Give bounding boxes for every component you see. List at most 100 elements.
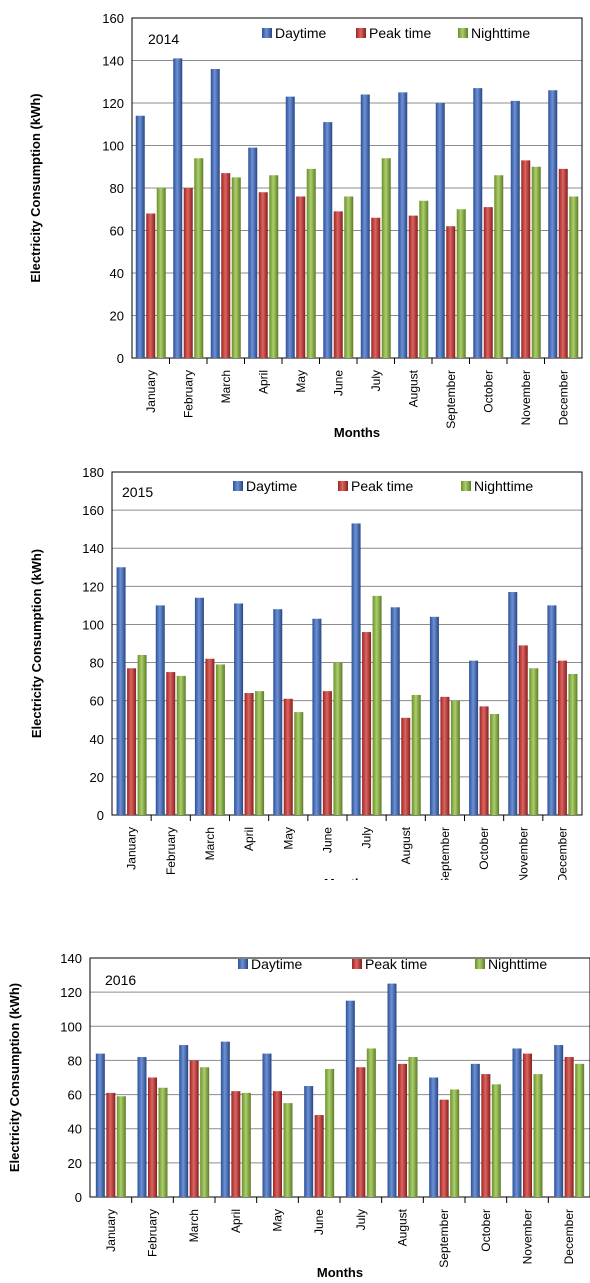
legend-swatch-nighttime bbox=[475, 959, 485, 969]
bar-daytime-august bbox=[398, 92, 408, 358]
x-tick-label: August bbox=[406, 369, 420, 407]
bar-daytime-august bbox=[387, 983, 397, 1197]
bar-daytime-november bbox=[508, 592, 518, 815]
bar-daytime-may bbox=[285, 96, 295, 358]
bar-peak-time-november bbox=[518, 645, 528, 815]
x-tick-label: March bbox=[203, 827, 217, 860]
legend-label-daytime: Daytime bbox=[251, 956, 303, 972]
x-tick-label: October bbox=[479, 1209, 493, 1252]
bar-peak-time-october bbox=[479, 706, 489, 815]
x-tick-label: November bbox=[521, 1209, 535, 1264]
y-tick-label: 0 bbox=[97, 808, 104, 823]
y-tick-label: 140 bbox=[102, 54, 124, 69]
bar-daytime-march bbox=[179, 1045, 189, 1197]
bar-nighttime-may bbox=[283, 1103, 293, 1197]
bar-peak-time-june bbox=[314, 1115, 324, 1197]
bar-nighttime-march bbox=[200, 1067, 210, 1197]
bar-peak-time-february bbox=[166, 672, 176, 815]
bar-nighttime-august bbox=[419, 200, 429, 358]
bar-daytime-january bbox=[95, 1053, 105, 1197]
x-tick-label: November bbox=[516, 827, 530, 880]
bar-nighttime-april bbox=[241, 1092, 251, 1197]
bar-peak-time-august bbox=[401, 717, 411, 815]
chart-2014: 0 20 40 60 80 100 120 140 160 January February Marc… bbox=[28, 11, 583, 440]
bar-peak-time-february bbox=[148, 1077, 157, 1197]
x-tick-label: January bbox=[125, 827, 139, 870]
bar-daytime-may bbox=[262, 1053, 272, 1197]
bar-daytime-april bbox=[220, 1041, 230, 1197]
x-tick-label: May bbox=[271, 1209, 285, 1232]
y-tick-label: 120 bbox=[82, 579, 104, 594]
x-tick-label: August bbox=[396, 1208, 410, 1246]
y-tick-label: 140 bbox=[60, 951, 82, 966]
x-tick-label: December bbox=[562, 1209, 576, 1264]
bar-daytime-october bbox=[470, 1063, 480, 1197]
legend-swatch-peak-time bbox=[356, 28, 366, 38]
bar-nighttime-august bbox=[411, 694, 421, 815]
chart-2015: 0 20 40 60 80 100 120 140 160 180 January February M… bbox=[29, 465, 583, 880]
bar-nighttime-january bbox=[137, 654, 147, 815]
y-tick-label: 80 bbox=[68, 1053, 82, 1068]
x-tick-label: December bbox=[555, 827, 569, 880]
bar-nighttime-july bbox=[381, 158, 391, 358]
bar-daytime-october bbox=[469, 660, 479, 815]
bar-daytime-february bbox=[173, 58, 183, 358]
bar-daytime-november bbox=[512, 1048, 522, 1197]
y-tick-label: 40 bbox=[68, 1122, 82, 1137]
bar-nighttime-october bbox=[491, 1084, 501, 1197]
y-axis-title: Electricity Consumption (kWh) bbox=[7, 983, 22, 1172]
bar-peak-time-november bbox=[523, 1053, 532, 1197]
y-axis-title: Electricity Consumption (kWh) bbox=[28, 93, 43, 282]
y-tick-label: 0 bbox=[117, 351, 124, 366]
legend-label-nighttime: Nighttime bbox=[488, 956, 547, 972]
y-tick-label: 20 bbox=[90, 770, 104, 785]
bar-daytime-march bbox=[210, 69, 220, 358]
bar-nighttime-march bbox=[231, 177, 241, 358]
bar-daytime-april bbox=[248, 147, 258, 358]
x-tick-label: June bbox=[331, 370, 345, 396]
legend-label-nighttime: Nighttime bbox=[474, 478, 533, 494]
bar-nighttime-july bbox=[372, 595, 382, 815]
y-tick-label: 120 bbox=[60, 985, 82, 1000]
bar-nighttime-december bbox=[568, 673, 578, 815]
bar-peak-time-june bbox=[322, 691, 332, 815]
bar-peak-time-january bbox=[106, 1092, 116, 1197]
bar-nighttime-june bbox=[344, 196, 354, 358]
bar-daytime-august bbox=[390, 607, 400, 815]
bar-daytime-april bbox=[234, 603, 244, 815]
bar-daytime-june bbox=[304, 1086, 314, 1197]
y-tick-label: 60 bbox=[110, 224, 124, 239]
bar-nighttime-june bbox=[325, 1068, 335, 1197]
bar-peak-time-september bbox=[439, 1099, 449, 1197]
bar-daytime-february bbox=[137, 1057, 147, 1197]
bar-daytime-june bbox=[312, 618, 322, 815]
y-tick-label: 100 bbox=[82, 617, 104, 632]
bar-nighttime-november bbox=[529, 668, 539, 815]
x-tick-label: September bbox=[437, 1209, 451, 1268]
x-tick-label: February bbox=[164, 827, 178, 875]
bar-peak-time-november bbox=[521, 160, 531, 358]
bar-peak-time-august bbox=[408, 215, 418, 358]
legend-swatch-daytime bbox=[233, 481, 243, 491]
bar-nighttime-november bbox=[533, 1074, 543, 1197]
x-tick-label: September bbox=[444, 370, 458, 429]
bar-peak-time-april bbox=[258, 192, 268, 358]
legend-label-peak-time: Peak time bbox=[365, 956, 427, 972]
x-tick-label: May bbox=[294, 370, 308, 393]
x-tick-label: April bbox=[229, 1209, 243, 1233]
y-tick-label: 40 bbox=[90, 732, 104, 747]
x-tick-label: August bbox=[399, 826, 413, 864]
bar-peak-time-march bbox=[221, 173, 231, 358]
y-tick-label: 180 bbox=[82, 465, 104, 480]
bar-peak-time-august bbox=[398, 1063, 407, 1197]
y-tick-label: 100 bbox=[102, 139, 124, 154]
y-tick-label: 20 bbox=[110, 309, 124, 324]
bar-peak-time-october bbox=[481, 1074, 491, 1197]
chart-year-label: 2015 bbox=[122, 484, 153, 500]
y-tick-label: 60 bbox=[90, 694, 104, 709]
bar-peak-time-may bbox=[296, 196, 306, 358]
x-tick-label: January bbox=[144, 370, 158, 413]
y-tick-label: 140 bbox=[82, 541, 104, 556]
bar-daytime-september bbox=[429, 616, 439, 815]
bar-nighttime-february bbox=[194, 158, 204, 358]
